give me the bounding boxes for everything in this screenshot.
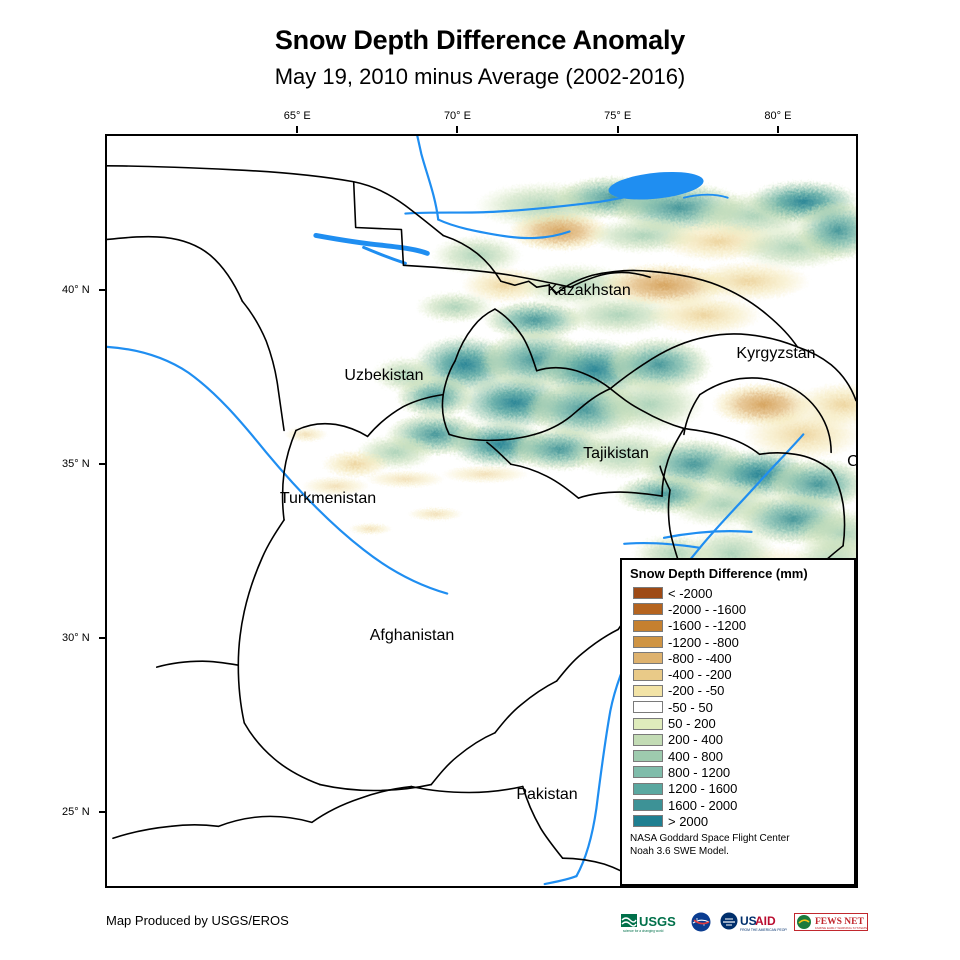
lat-tick-mark-3 [99, 810, 107, 813]
legend-row[interactable]: -400 - -200 [629, 666, 847, 682]
legend-row[interactable]: 800 - 1200 [629, 764, 847, 780]
lat-tick-mark-2 [99, 636, 107, 639]
lat-tick-label-2: 30° N [62, 631, 90, 644]
legend-label: -2000 - -1600 [668, 601, 747, 617]
legend-swatch [633, 799, 663, 811]
legend-swatch [633, 815, 663, 828]
legend-swatch [633, 733, 663, 746]
legend-row[interactable]: -2000 - -1600 [629, 601, 847, 617]
legend-credit-line2: Noah 3.6 SWE Model. [630, 846, 729, 858]
legend-swatch [633, 668, 663, 681]
legend-row[interactable]: 50 - 200 [629, 715, 847, 731]
legend-label: -1200 - -800 [668, 634, 739, 650]
legend-label: 800 - 1200 [668, 764, 731, 780]
lat-tick-label-0: 40° N [62, 284, 90, 297]
lat-tick-label-3: 25° N [62, 805, 90, 818]
legend-label: 1600 - 2000 [668, 797, 738, 813]
svg-text:FEWS NET: FEWS NET [815, 917, 864, 927]
page-subtitle: May 19, 2010 minus Average (2002-2016) [274, 63, 686, 89]
legend-row[interactable]: -1200 - -800 [629, 634, 847, 650]
title-block: Snow Depth Difference Anomaly May 19, 20… [0, 25, 960, 89]
lon-tick-mark-3 [776, 126, 779, 133]
legend-label: -200 - -50 [668, 683, 725, 699]
lat-tick-label-1: 35° N [62, 458, 90, 471]
legend-label: -400 - -200 [668, 667, 732, 683]
usaid-logo[interactable]: US AID FROM THE AMERICAN PEOPLE [719, 911, 787, 933]
svg-text:FAMINE EARLY WARNING SYSTEMS N: FAMINE EARLY WARNING SYSTEMS NETWORK [815, 926, 868, 930]
svg-text:USGS: USGS [639, 914, 676, 929]
legend-row[interactable]: -800 - -400 [629, 650, 847, 666]
legend-label: -1600 - -1200 [668, 618, 747, 634]
legend-swatch [633, 619, 663, 632]
svg-text:AID: AID [755, 914, 776, 928]
svg-text:science for a changing world: science for a changing world [623, 929, 664, 933]
legend-label: 200 - 400 [668, 732, 723, 748]
legend-rows: < -2000 -2000 - -1600 -1600 - -1200 -1200 -… [629, 585, 847, 829]
nasa-logo[interactable] [690, 911, 712, 933]
legend-row[interactable]: -50 - 50 [629, 699, 847, 715]
legend-label: -800 - -400 [668, 650, 732, 666]
lon-tick-mark-0 [296, 126, 299, 133]
legend-row[interactable]: -1600 - -1200 [629, 618, 847, 634]
legend-row[interactable]: 1200 - 1600 [629, 781, 847, 797]
legend-title: Snow Depth Difference (mm) [630, 566, 808, 581]
legend-swatch [633, 587, 663, 600]
lon-tick-mark-2 [616, 126, 619, 133]
legend-swatch [633, 766, 663, 779]
legend-label: > 2000 [668, 813, 709, 829]
map-producer-credit: Map Produced by USGS/EROS [106, 913, 289, 928]
legend-swatch [633, 750, 663, 763]
legend[interactable]: Snow Depth Difference (mm) < -2000 -2000 … [620, 558, 856, 886]
legend-swatch [633, 636, 663, 649]
legend-label: < -2000 [668, 585, 713, 601]
snow-anomaly-speckle [284, 426, 529, 535]
legend-label: 50 - 200 [668, 716, 716, 732]
agency-logo-strip: USGS science for a changing world US AID… [621, 909, 868, 935]
lon-tick-mark-1 [456, 126, 459, 133]
lon-tick-label-0: 65° E [283, 110, 311, 122]
svg-text:US: US [740, 914, 757, 928]
usgs-logo[interactable]: USGS science for a changing world [621, 911, 683, 933]
legend-label: -50 - 50 [668, 699, 713, 715]
fewsnet-logo[interactable]: FEWS NET FAMINE EARLY WARNING SYSTEMS NE… [794, 911, 868, 933]
svg-text:FROM THE AMERICAN PEOPLE: FROM THE AMERICAN PEOPLE [740, 928, 787, 932]
legend-swatch [633, 782, 663, 795]
legend-row[interactable]: < -2000 [629, 585, 847, 601]
legend-swatch [633, 701, 663, 714]
legend-row[interactable]: 1600 - 2000 [629, 797, 847, 813]
legend-label: 400 - 800 [668, 748, 723, 764]
lon-tick-label-1: 70° E [443, 110, 471, 122]
legend-credit-line1: NASA Goddard Space Flight Center [630, 833, 790, 845]
legend-row[interactable]: > 2000 [629, 813, 847, 829]
lat-tick-mark-0 [99, 289, 107, 292]
legend-label: 1200 - 1600 [668, 781, 738, 797]
lat-tick-mark-1 [99, 463, 107, 466]
legend-swatch [633, 603, 663, 616]
page-title: Snow Depth Difference Anomaly [274, 25, 686, 55]
legend-credit: NASA Goddard Space Flight Center Noah 3.… [630, 833, 847, 859]
legend-row[interactable]: 200 - 400 [629, 732, 847, 748]
legend-swatch [633, 684, 663, 697]
lon-tick-label-2: 75° E [604, 110, 632, 122]
legend-row[interactable]: 400 - 800 [629, 748, 847, 764]
issyk-kul-lake [608, 171, 704, 200]
legend-row[interactable]: -200 - -50 [629, 683, 847, 699]
lon-tick-label-3: 80° E [764, 110, 792, 122]
legend-swatch [633, 652, 663, 665]
legend-swatch [633, 717, 663, 730]
